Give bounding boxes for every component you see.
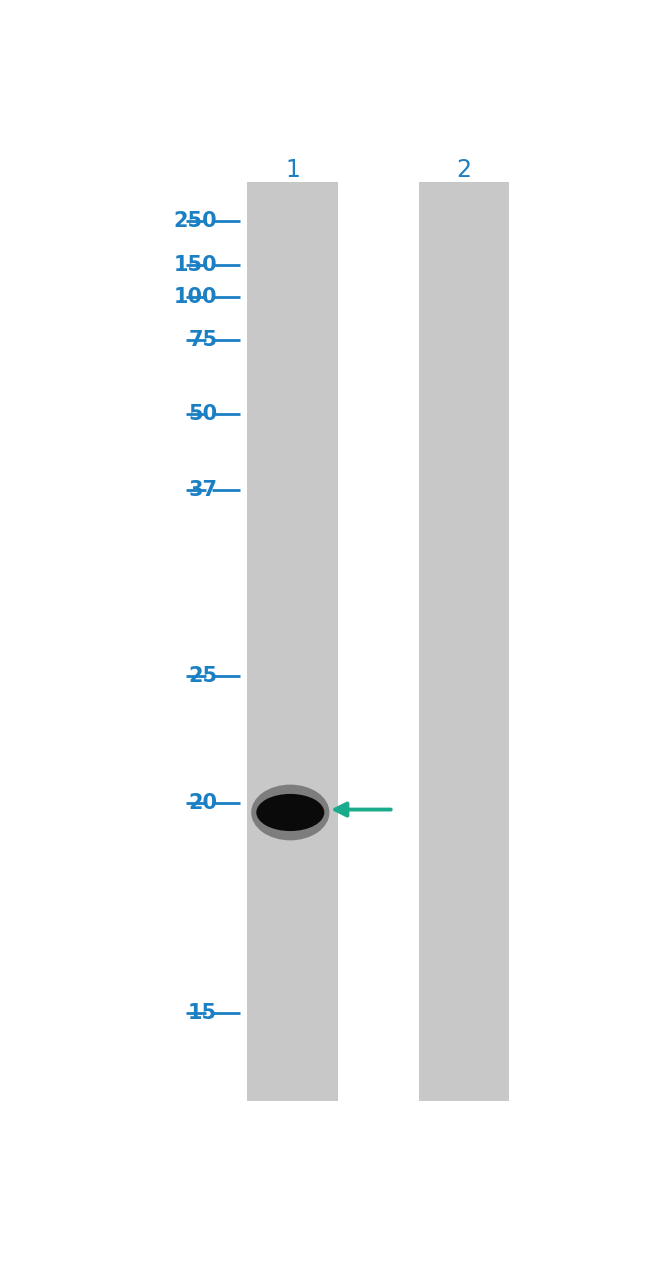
Text: 150: 150	[174, 255, 217, 274]
Text: 15: 15	[188, 1003, 217, 1022]
Bar	[419, 182, 510, 1101]
Text: 20: 20	[188, 792, 217, 813]
Bar	[248, 182, 338, 1101]
Text: 250: 250	[174, 211, 217, 231]
Text: 2: 2	[456, 157, 472, 182]
Text: 100: 100	[174, 287, 217, 307]
Text: 1: 1	[285, 157, 300, 182]
Text: 25: 25	[188, 665, 217, 686]
Ellipse shape	[251, 785, 330, 841]
Text: 75: 75	[188, 330, 217, 351]
Text: 50: 50	[188, 404, 217, 424]
Ellipse shape	[256, 794, 324, 831]
Text: 37: 37	[188, 480, 217, 500]
